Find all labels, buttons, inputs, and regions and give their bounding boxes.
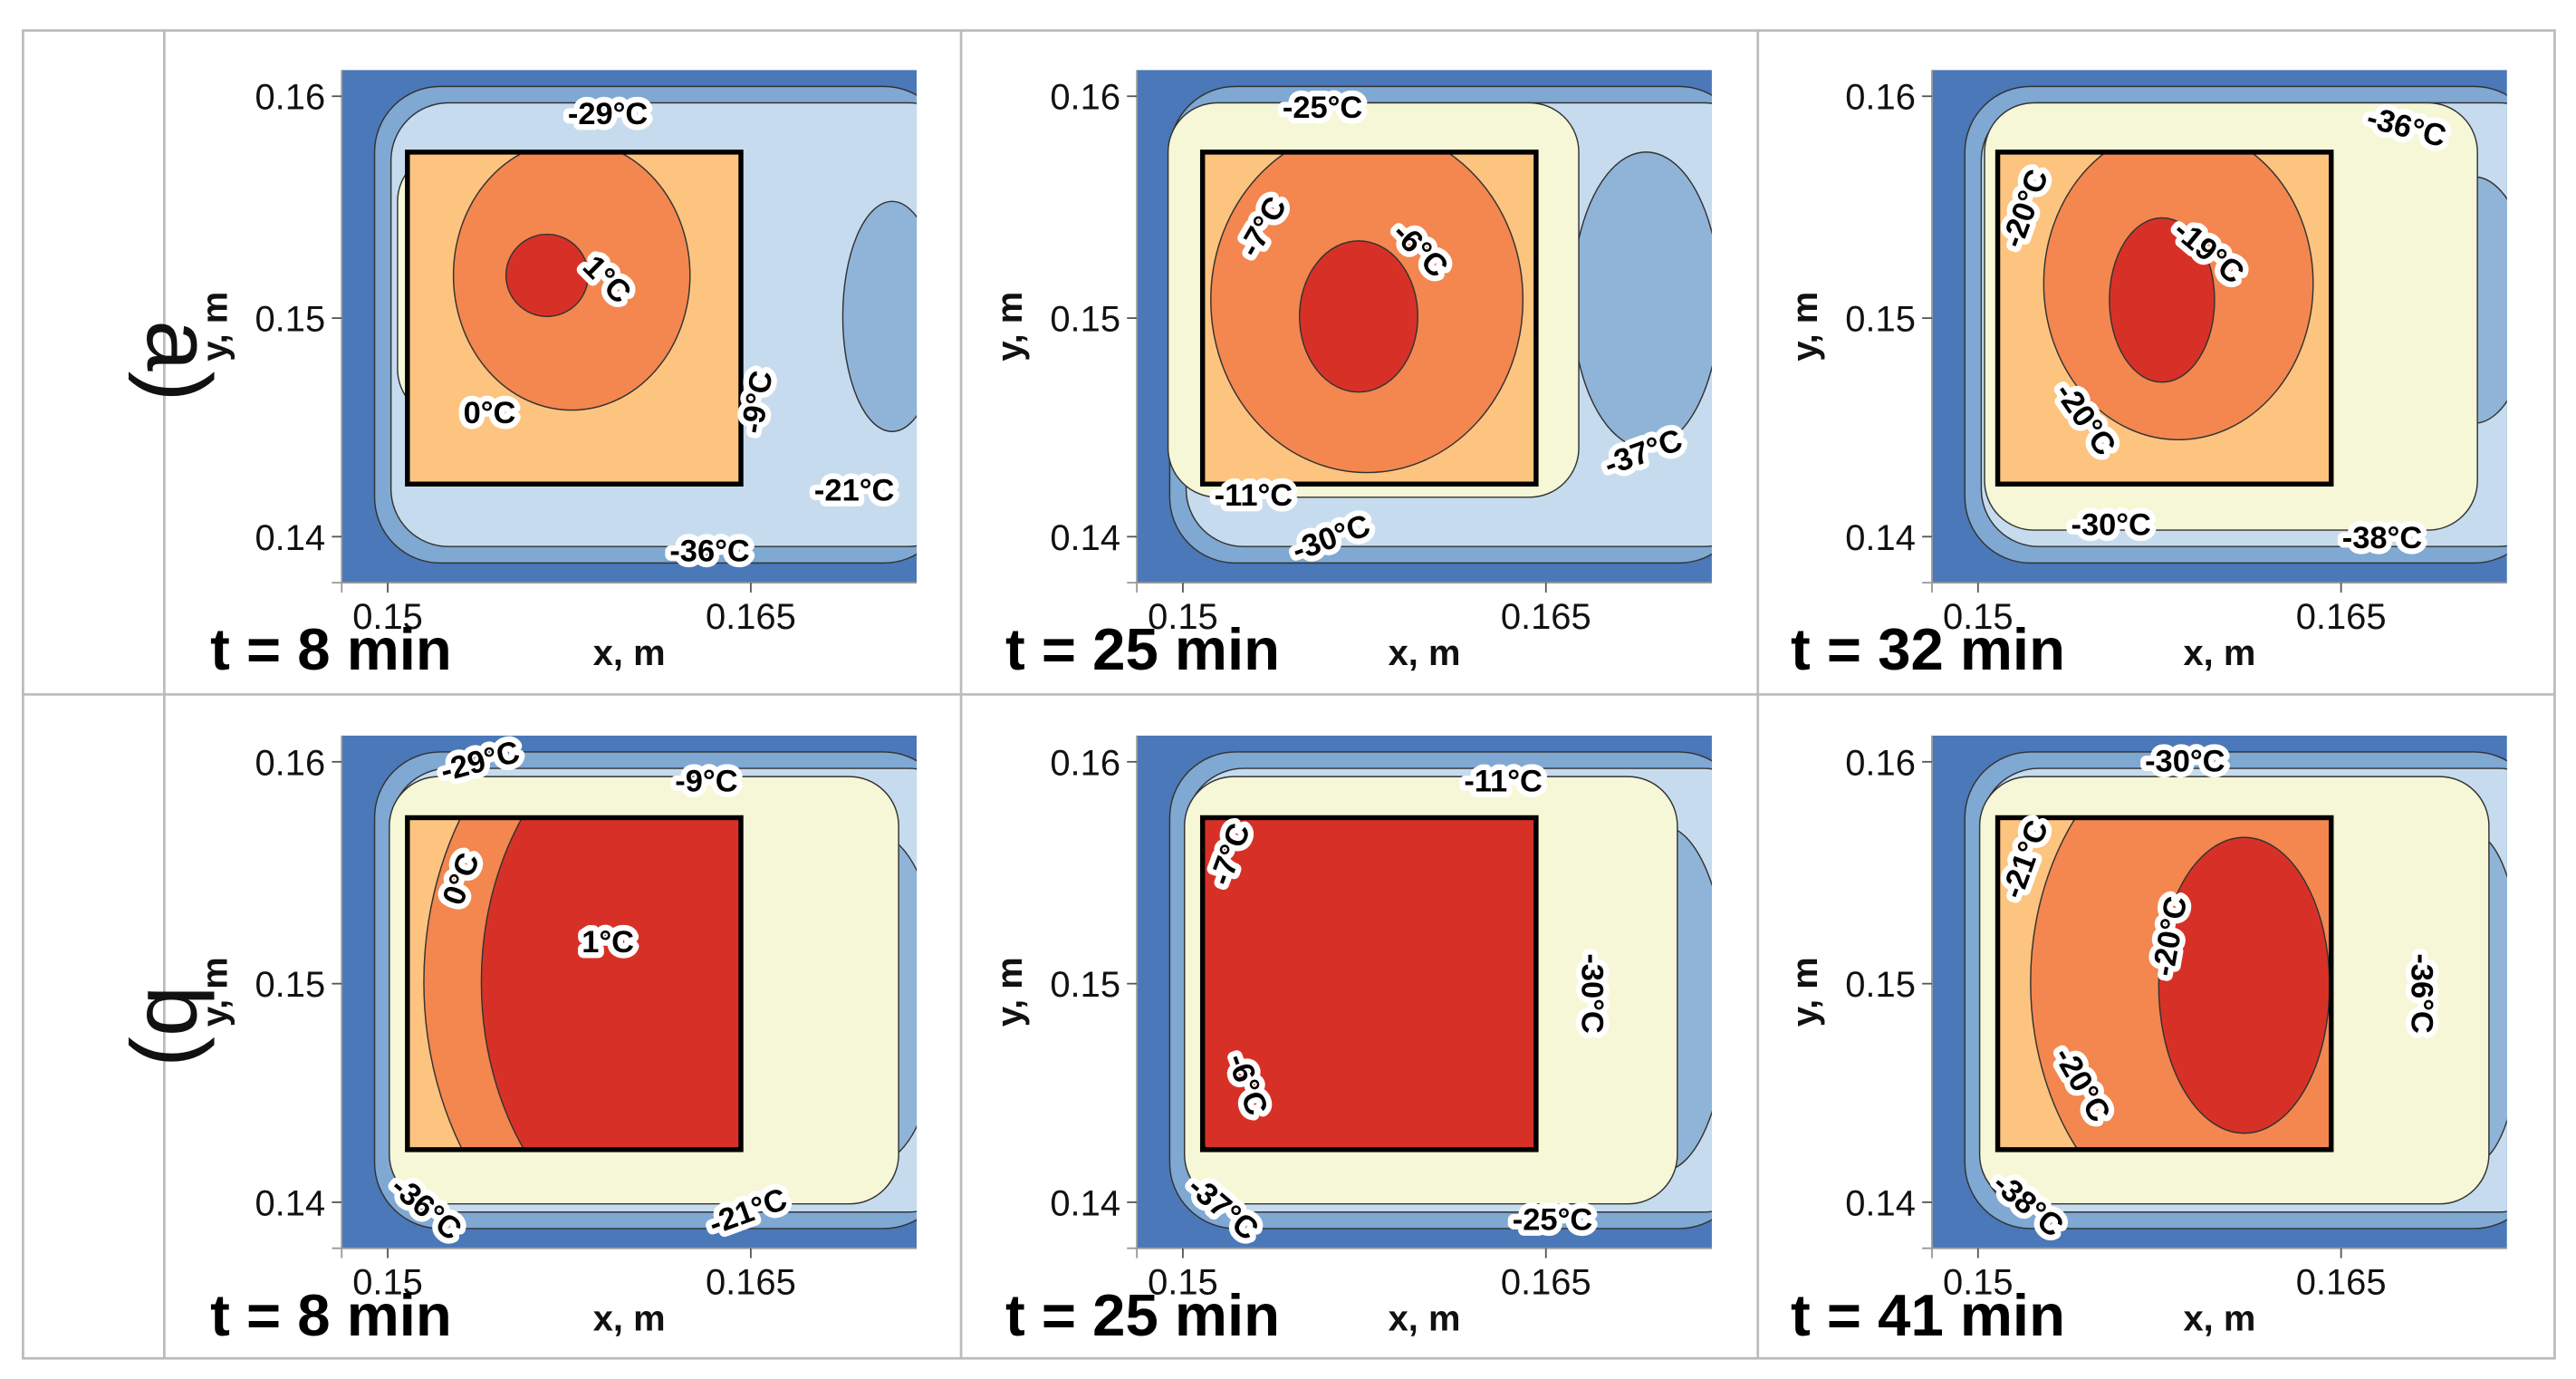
contour-band (1572, 151, 1712, 449)
y-axis-label: y, m (195, 957, 235, 1027)
x-axis-label: x, m (593, 1298, 666, 1338)
y-tick-label: 0.15 (255, 965, 325, 1005)
x-axis-label: x, m (1389, 1298, 1461, 1338)
contour-band (2158, 836, 2331, 1134)
x-tick-label: 0.165 (1501, 597, 1591, 637)
contour-label: -11°C (1215, 478, 1293, 513)
contour-band (480, 817, 742, 1150)
time-label: t = 8 min (210, 616, 452, 682)
plot-area (1932, 70, 2507, 583)
sample-box (1994, 815, 2334, 1152)
plot-area (341, 70, 918, 583)
y-tick-label: 0.15 (1845, 965, 1916, 1005)
x-tick-label: 0.165 (706, 597, 796, 637)
contour-band (505, 233, 590, 317)
y-axis-label: y, m (195, 292, 235, 362)
y-tick-label: 0.15 (1050, 965, 1120, 1005)
y-tick-label: 0.14 (255, 518, 325, 558)
contour-label: 0°C (464, 396, 516, 430)
sample-box (1199, 149, 1539, 487)
contour-label: -21°C (814, 473, 894, 507)
y-axis-label: y, m (990, 957, 1030, 1027)
y-tick-label: 0.14 (255, 1183, 325, 1223)
y-axis-label: y, m (990, 292, 1030, 362)
plot-area (1137, 70, 1712, 583)
y-tick-label: 0.16 (255, 743, 325, 783)
contour-band (1202, 817, 1536, 1150)
box-interior (1210, 151, 1524, 474)
time-label: t = 41 min (1791, 1282, 2065, 1348)
y-tick-label: 0.15 (1050, 300, 1120, 340)
contour-band (841, 200, 918, 432)
contour-label: -25°C (1283, 91, 1362, 125)
contour-label: -30°C (2145, 745, 2225, 779)
y-tick-label: 0.15 (255, 300, 325, 340)
time-label: t = 25 min (1005, 616, 1280, 682)
y-tick-label: 0.15 (1845, 300, 1916, 340)
time-label: t = 25 min (1005, 1282, 1280, 1348)
plot-area (341, 735, 918, 1249)
contour-label: -36°C (669, 535, 749, 569)
sample-box (405, 815, 744, 1152)
x-tick-label: 0.15 (1943, 1262, 2014, 1302)
contour-label: -36°C (2405, 953, 2439, 1033)
y-axis-label: y, m (1785, 292, 1825, 362)
y-tick-label: 0.14 (1845, 518, 1916, 558)
contour-label: -30°C (2071, 508, 2150, 543)
contour-label: -11°C (1464, 764, 1543, 798)
contour-label: -30°C (1575, 953, 1610, 1033)
x-tick-label: 0.165 (1501, 1262, 1591, 1302)
contour-label: -9°C (675, 764, 737, 798)
time-label: t = 32 min (1791, 616, 2065, 682)
x-axis-label: x, m (593, 633, 666, 673)
contour-band (2109, 217, 2216, 383)
plot-area (1932, 735, 2507, 1249)
box-interior (1202, 817, 1536, 1150)
sample-box (405, 149, 744, 487)
box-interior (423, 817, 742, 1150)
row-label: a) (128, 320, 231, 401)
sample-box (1199, 815, 1539, 1152)
box-interior (2043, 151, 2314, 440)
contour-label: -29°C (568, 97, 648, 131)
contour-band (1298, 240, 1419, 393)
box-interior (2030, 817, 2331, 1150)
y-tick-label: 0.16 (255, 78, 325, 118)
x-tick-label: 0.15 (1148, 597, 1218, 637)
y-axis-label: y, m (1785, 957, 1825, 1027)
time-label: t = 8 min (210, 1282, 452, 1348)
x-tick-label: 0.15 (352, 597, 423, 637)
x-axis-label: x, m (1389, 633, 1461, 673)
y-tick-label: 0.16 (1845, 78, 1916, 118)
y-tick-label: 0.16 (1050, 743, 1120, 783)
plot-area (1137, 735, 1712, 1249)
y-tick-label: 0.14 (1050, 1183, 1120, 1223)
x-tick-label: 0.15 (1943, 597, 2014, 637)
y-tick-label: 0.16 (1845, 743, 1916, 783)
x-tick-label: 0.15 (352, 1262, 423, 1302)
y-tick-label: 0.16 (1050, 78, 1120, 118)
row-label: b) (128, 986, 231, 1067)
x-tick-label: 0.165 (2296, 597, 2387, 637)
x-tick-label: 0.15 (1148, 1262, 1218, 1302)
y-tick-label: 0.14 (1845, 1183, 1916, 1223)
x-axis-label: x, m (2183, 1298, 2255, 1338)
sample-box (1994, 149, 2334, 487)
y-tick-label: 0.14 (1050, 518, 1120, 558)
x-tick-label: 0.165 (706, 1262, 796, 1302)
contour-label: 1°C (582, 925, 634, 960)
x-axis-label: x, m (2183, 633, 2255, 673)
x-tick-label: 0.165 (2296, 1262, 2387, 1302)
contour-label: -25°C (1513, 1203, 1592, 1238)
contour-label: -38°C (2342, 521, 2422, 555)
box-interior (452, 151, 691, 411)
